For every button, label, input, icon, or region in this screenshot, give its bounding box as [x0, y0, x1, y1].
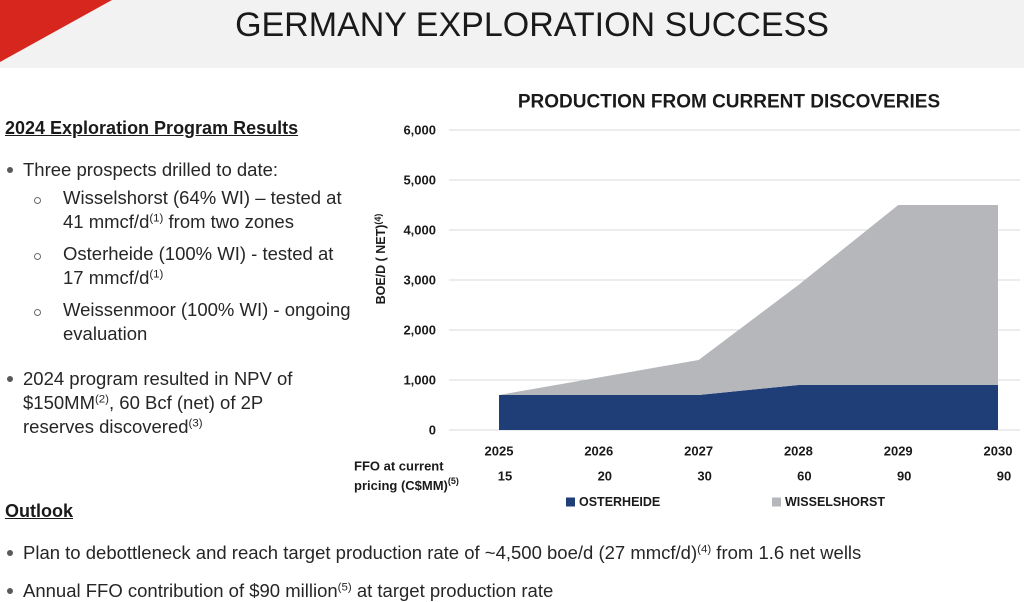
y-axis-label-text: BOE/D ( NET): [374, 225, 388, 305]
ffo-value: 15: [498, 469, 512, 484]
prospect-text: Osterheide (100% WI) - tested at 17 mmcf…: [63, 242, 333, 290]
outlook-heading: Outlook: [5, 501, 73, 521]
ffo-label-line: pricing (C$MM)(5): [354, 476, 459, 493]
footnote-ref: (2): [94, 393, 110, 406]
program-line: reserves discovered: [23, 416, 189, 437]
outlook-item: Plan to debottleneck and reach target pr…: [0, 541, 1010, 565]
results-heading: 2024 Exploration Program Results: [5, 118, 299, 138]
prospect-text: Wisselshorst (64% WI) – tested at 41 mmc…: [63, 186, 342, 234]
bullet-text: Annual FFO contribution of $90 million(5…: [23, 580, 553, 602]
outlook-item: Annual FFO contribution of $90 million(5…: [0, 580, 1010, 602]
x-tick-label: 2027: [684, 444, 713, 459]
legend-label-osterheide: OSTERHEIDE: [579, 495, 660, 509]
y-tick-label: 2,000: [403, 323, 436, 338]
bullet-text: Three prospects drilled to date:: [23, 158, 278, 182]
x-tick-label: 2028: [784, 444, 813, 459]
legend: OSTERHEIDE WISSELSHORST: [566, 495, 885, 509]
program-line: 2024 program resulted in NPV of: [23, 368, 293, 389]
outlook-text-rest: at target production rate: [351, 580, 554, 601]
bullet-marker: [7, 376, 13, 382]
ffo-value: 30: [697, 469, 711, 484]
ffo-values: 15 20 30 60 90 90: [498, 469, 1011, 484]
program-line-rest: , 60 Bcf (net) of 2P: [109, 392, 264, 413]
footnote-ref: (4): [697, 543, 712, 556]
area-series-wisselshorst: [499, 205, 998, 395]
page-title: GERMANY EXPLORATION SUCCESS: [235, 6, 829, 44]
y-axis-label: BOE/D ( NET)(4): [373, 214, 388, 305]
production-chart: PRODUCTION FROM CURRENT DISCOVERIES 0 1,0…: [354, 92, 1020, 509]
y-tick-label: 1,000: [403, 373, 436, 388]
prospect-line: evaluation: [63, 323, 148, 344]
legend-swatch-wisselshorst: [772, 497, 781, 507]
footnote-ref: (3): [188, 417, 203, 430]
ffo-label-text: pricing (C$MM): [354, 478, 448, 493]
footnote-ref: (1): [149, 212, 164, 225]
prospect-item-wisselshorst: Wisselshorst (64% WI) – tested at 41 mmc…: [0, 186, 352, 234]
legend-label-wisselshorst: WISSELSHORST: [785, 495, 885, 509]
ffo-value: 60: [797, 469, 811, 484]
outlook-text: Plan to debottleneck and reach target pr…: [23, 542, 698, 563]
prospect-item-osterheide: Osterheide (100% WI) - tested at 17 mmcf…: [0, 242, 352, 290]
sub-bullet-marker: [34, 253, 41, 260]
ffo-value: 20: [598, 469, 612, 484]
ffo-value: 90: [897, 469, 911, 484]
area-series-osterheide: [499, 385, 998, 430]
x-tick-label: 2029: [884, 444, 913, 459]
bullet-prospects: Three prospects drilled to date:: [0, 158, 352, 182]
footnote-ref: (5): [448, 476, 459, 486]
prospects-intro: Three prospects drilled to date:: [23, 159, 279, 180]
outlook-text: Annual FFO contribution of $90 million: [23, 580, 338, 601]
y-tick-label: 5,000: [403, 173, 436, 188]
ffo-label-line: FFO at current: [354, 459, 444, 474]
prospect-line-rest: from two zones: [163, 211, 294, 232]
bullet-program: 2024 program resulted in NPV of $150MM(2…: [0, 367, 352, 439]
footnote-ref: (5): [337, 581, 352, 594]
y-tick-label: 4,000: [403, 223, 436, 238]
prospect-line: 17 mmcf/d: [63, 267, 150, 288]
y-axis-ticks: 0 1,000 2,000 3,000 4,000 5,000 6,000: [403, 123, 436, 438]
footnote-ref: (4): [373, 214, 383, 225]
chart-title: PRODUCTION FROM CURRENT DISCOVERIES: [518, 92, 940, 113]
prospect-line: 41 mmcf/d: [63, 211, 150, 232]
y-tick-label: 0: [429, 423, 436, 438]
ffo-value: 90: [997, 469, 1011, 484]
x-tick-label: 2026: [584, 444, 613, 459]
bullet-marker: [7, 550, 13, 556]
bullet-marker: [7, 167, 13, 173]
legend-swatch-osterheide: [566, 497, 575, 507]
bullet-text: Plan to debottleneck and reach target pr…: [23, 541, 861, 565]
footnote-ref: (1): [149, 268, 164, 281]
bullet-marker: [7, 588, 13, 594]
sub-bullet-marker: [34, 309, 41, 316]
prospect-item-weissenmoor: Weissenmoor (100% WI) - ongoing evaluati…: [0, 298, 352, 346]
bullet-text: 2024 program resulted in NPV of $150MM(2…: [23, 367, 292, 439]
prospect-line: Weissenmoor (100% WI) - ongoing: [63, 299, 351, 320]
x-axis-ticks: 2025 2026 2027 2028 2029 2030: [485, 444, 1013, 459]
program-line: $150MM: [23, 392, 95, 413]
x-tick-label: 2025: [485, 444, 514, 459]
prospect-line: Osterheide (100% WI) - tested at: [63, 243, 334, 264]
prospect-line: Wisselshorst (64% WI) – tested at: [63, 187, 342, 208]
y-tick-label: 3,000: [403, 273, 436, 288]
area-series: [499, 205, 998, 430]
y-tick-label: 6,000: [403, 123, 436, 138]
x-tick-label: 2030: [984, 444, 1013, 459]
outlook-text-rest: from 1.6 net wells: [711, 542, 862, 563]
header-band: [0, 0, 1024, 68]
prospect-text: Weissenmoor (100% WI) - ongoing evaluati…: [63, 298, 351, 346]
sub-bullet-marker: [34, 197, 41, 204]
